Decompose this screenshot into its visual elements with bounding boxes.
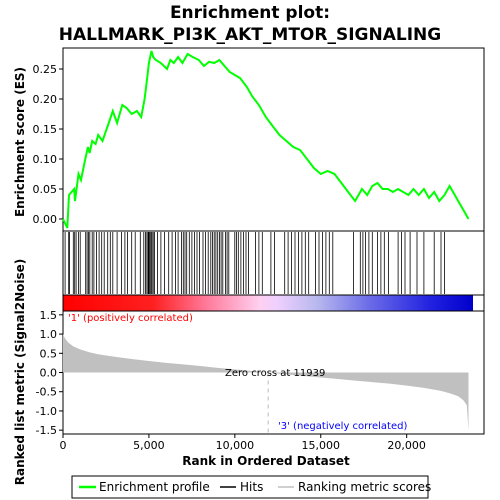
es-y-tick-label: 0.00 [33, 213, 58, 226]
legend-label-ranking: Ranking metric scores [298, 480, 431, 494]
x-tick-label: 20,000 [387, 439, 426, 452]
legend-label-enrichment: Enrichment profile [99, 480, 210, 494]
metric-y-tick-label: 0.0 [40, 367, 58, 380]
x-tick-label: 5,000 [133, 439, 165, 452]
chart-title-line-1: Enrichment plot: [170, 3, 330, 23]
metric-y-axis: 1.5 1.0 0.5 0.0 -0.5 -1.0 -1.5 [36, 309, 63, 437]
negative-correlation-label: '3' (negatively correlated) [278, 421, 407, 432]
es-y-tick-label: 0.20 [33, 93, 58, 106]
x-tick-label: 0 [60, 439, 67, 452]
x-tick-label: 10,000 [216, 439, 255, 452]
zero-cross-label: Zero cross at 11939 [225, 368, 325, 379]
legend-label-hits: Hits [240, 480, 263, 494]
es-y-axis: 0.00 0.05 0.10 0.15 0.20 0.25 [33, 63, 63, 226]
metric-y-tick-label: 1.5 [40, 309, 58, 322]
metric-y-tick-label: -1.0 [36, 405, 57, 418]
es-y-tick-label: 0.25 [33, 63, 58, 76]
enrichment-profile-line [62, 50, 470, 229]
metric-x-axis: 0 5,000 10,000 15,000 20,000 [60, 434, 426, 452]
ranking-metric-area [63, 334, 469, 431]
x-tick-label: 15,000 [302, 439, 341, 452]
metric-y-tick-label: -0.5 [36, 386, 57, 399]
es-plot-area [62, 47, 485, 232]
x-axis-label: Rank in Ordered Dataset [182, 454, 350, 468]
chart-title-line-2: HALLMARK_PI3K_AKT_MTOR_SIGNALING [59, 25, 441, 45]
metric-y-tick-label: -1.5 [36, 424, 57, 437]
es-y-tick-label: 0.15 [33, 123, 58, 136]
positive-correlation-label: '1' (positively correlated) [68, 313, 193, 324]
es-y-tick-label: 0.10 [33, 153, 58, 166]
es-y-axis-label: Enrichment score (ES) [13, 67, 27, 217]
ranking-color-strip [63, 295, 473, 311]
metric-y-axis-label: Ranked list metric (Signal2Noise) [13, 259, 27, 486]
metric-y-tick-label: 1.0 [40, 328, 58, 341]
hits-panel [62, 230, 485, 296]
metric-y-tick-label: 0.5 [40, 347, 58, 360]
hits-barcode [64, 232, 445, 294]
legend-box [71, 475, 429, 499]
es-y-tick-label: 0.05 [33, 183, 58, 196]
